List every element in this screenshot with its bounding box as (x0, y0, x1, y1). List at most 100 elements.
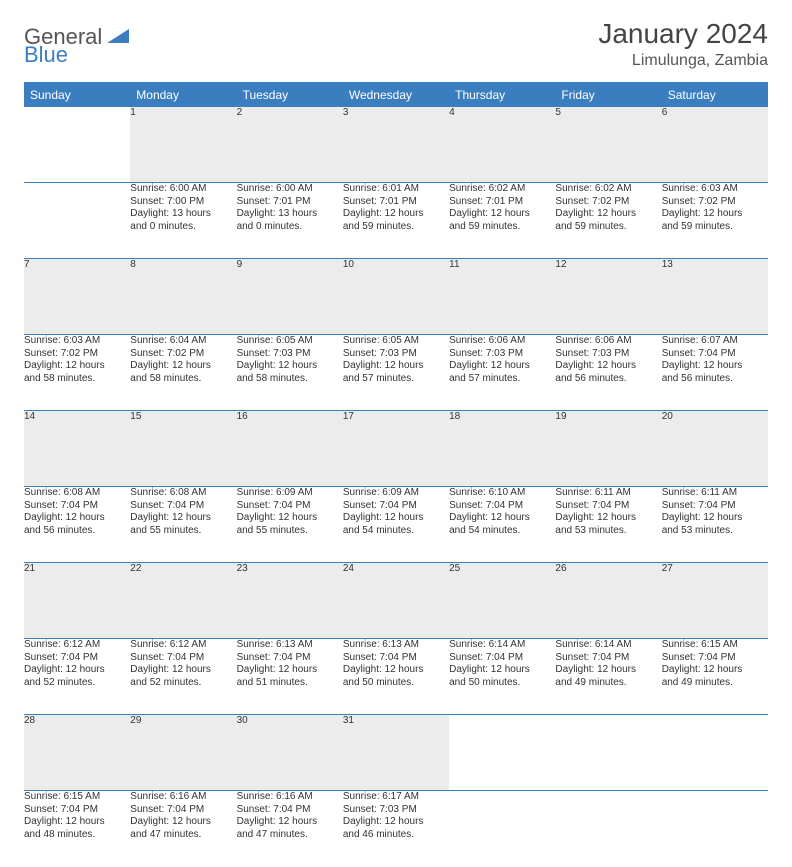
sun-data-line: Sunrise: 6:16 AM (237, 791, 343, 804)
day-content-row: Sunrise: 6:15 AMSunset: 7:04 PMDaylight:… (24, 791, 768, 867)
sun-data-line: Daylight: 12 hours (449, 208, 555, 221)
day-number-row: 28293031 (24, 715, 768, 791)
sun-data-line: Daylight: 12 hours (130, 816, 236, 829)
sun-data-line: and 53 minutes. (662, 525, 768, 538)
sun-data-line: Sunrise: 6:11 AM (555, 487, 661, 500)
sun-data-line: Sunrise: 6:13 AM (343, 639, 449, 652)
day-number-cell: 1 (130, 107, 236, 183)
day-number-cell: 11 (449, 259, 555, 335)
day-content-cell: Sunrise: 6:01 AMSunset: 7:01 PMDaylight:… (343, 183, 449, 259)
sun-data-line: and 55 minutes. (130, 525, 236, 538)
sun-data-line: Daylight: 12 hours (343, 816, 449, 829)
sun-data-line: Sunset: 7:04 PM (237, 804, 343, 817)
day-number-cell: 31 (343, 715, 449, 791)
sun-data-line: Daylight: 12 hours (555, 360, 661, 373)
page-header: General January 2024 Limulunga, Zambia (24, 18, 768, 70)
day-number-cell: 9 (237, 259, 343, 335)
sun-data-line: Sunrise: 6:09 AM (343, 487, 449, 500)
sun-data-line: Sunrise: 6:11 AM (662, 487, 768, 500)
sun-data-line: Daylight: 12 hours (343, 512, 449, 525)
sun-data-line: Daylight: 12 hours (343, 664, 449, 677)
sun-data-line: Sunset: 7:01 PM (343, 196, 449, 209)
sun-data-line: and 47 minutes. (130, 829, 236, 842)
sun-data-line: and 59 minutes. (449, 221, 555, 234)
day-number-cell (449, 715, 555, 791)
sun-data-line: and 55 minutes. (237, 525, 343, 538)
sun-data-line: Sunset: 7:02 PM (130, 348, 236, 361)
day-content-cell: Sunrise: 6:02 AMSunset: 7:02 PMDaylight:… (555, 183, 661, 259)
sun-data-line: and 59 minutes. (555, 221, 661, 234)
sun-data-line: and 59 minutes. (343, 221, 449, 234)
day-number-cell: 23 (237, 563, 343, 639)
sun-data-line: Daylight: 12 hours (662, 208, 768, 221)
day-content-cell (24, 183, 130, 259)
day-number-cell: 8 (130, 259, 236, 335)
day-header: Thursday (449, 83, 555, 107)
day-number-cell: 20 (662, 411, 768, 487)
sun-data-line: Sunrise: 6:05 AM (343, 335, 449, 348)
sun-data-line: Sunrise: 6:12 AM (130, 639, 236, 652)
sun-data-line: Sunset: 7:04 PM (130, 804, 236, 817)
day-content-cell: Sunrise: 6:13 AMSunset: 7:04 PMDaylight:… (237, 639, 343, 715)
day-number-cell: 28 (24, 715, 130, 791)
day-header-row: Sunday Monday Tuesday Wednesday Thursday… (24, 83, 768, 107)
day-number-cell: 29 (130, 715, 236, 791)
sun-data-line: Daylight: 12 hours (237, 360, 343, 373)
sun-data-line: Daylight: 13 hours (130, 208, 236, 221)
sun-data-line: Sunset: 7:02 PM (555, 196, 661, 209)
day-number-cell: 16 (237, 411, 343, 487)
day-content-cell: Sunrise: 6:16 AMSunset: 7:04 PMDaylight:… (130, 791, 236, 867)
calendar-head: Sunday Monday Tuesday Wednesday Thursday… (24, 83, 768, 107)
sun-data-line: Daylight: 12 hours (343, 208, 449, 221)
sun-data-line: Sunset: 7:02 PM (24, 348, 130, 361)
day-content-cell: Sunrise: 6:11 AMSunset: 7:04 PMDaylight:… (555, 487, 661, 563)
day-number-cell: 19 (555, 411, 661, 487)
sun-data-line: Daylight: 12 hours (237, 512, 343, 525)
sun-data-line: Sunset: 7:04 PM (24, 500, 130, 513)
sun-data-line: Sunset: 7:04 PM (237, 500, 343, 513)
sun-data-line: Sunset: 7:04 PM (343, 500, 449, 513)
day-content-cell: Sunrise: 6:14 AMSunset: 7:04 PMDaylight:… (449, 639, 555, 715)
day-number-cell (24, 107, 130, 183)
sun-data-line: Sunset: 7:04 PM (662, 500, 768, 513)
day-number-cell (662, 715, 768, 791)
sun-data-line: Sunrise: 6:02 AM (449, 183, 555, 196)
sun-data-line: Sunrise: 6:01 AM (343, 183, 449, 196)
day-content-row: Sunrise: 6:12 AMSunset: 7:04 PMDaylight:… (24, 639, 768, 715)
day-header: Sunday (24, 83, 130, 107)
day-number-cell: 13 (662, 259, 768, 335)
day-number-cell: 4 (449, 107, 555, 183)
day-number-cell: 22 (130, 563, 236, 639)
sun-data-line: and 50 minutes. (449, 677, 555, 690)
sun-data-line: Daylight: 12 hours (130, 664, 236, 677)
sun-data-line: and 56 minutes. (662, 373, 768, 386)
sun-data-line: Sunset: 7:02 PM (662, 196, 768, 209)
sun-data-line: Sunrise: 6:15 AM (24, 791, 130, 804)
sun-data-line: Sunset: 7:04 PM (130, 652, 236, 665)
day-header: Saturday (662, 83, 768, 107)
sun-data-line: and 54 minutes. (449, 525, 555, 538)
sun-data-line: Sunrise: 6:08 AM (24, 487, 130, 500)
sun-data-line: and 52 minutes. (130, 677, 236, 690)
day-number-cell: 5 (555, 107, 661, 183)
sun-data-line: and 0 minutes. (237, 221, 343, 234)
day-number-cell: 30 (237, 715, 343, 791)
day-number-cell: 25 (449, 563, 555, 639)
sun-data-line: Daylight: 12 hours (237, 816, 343, 829)
day-header: Wednesday (343, 83, 449, 107)
day-number-cell: 26 (555, 563, 661, 639)
sun-data-line: Daylight: 12 hours (24, 664, 130, 677)
sun-data-line: Sunset: 7:04 PM (237, 652, 343, 665)
sun-data-line: and 52 minutes. (24, 677, 130, 690)
sun-data-line: Sunrise: 6:00 AM (130, 183, 236, 196)
sun-data-line: and 57 minutes. (449, 373, 555, 386)
sun-data-line: Daylight: 12 hours (662, 360, 768, 373)
day-number-cell: 2 (237, 107, 343, 183)
sun-data-line: Daylight: 12 hours (449, 512, 555, 525)
sun-data-line: Sunrise: 6:02 AM (555, 183, 661, 196)
day-content-cell: Sunrise: 6:15 AMSunset: 7:04 PMDaylight:… (24, 791, 130, 867)
sun-data-line: and 48 minutes. (24, 829, 130, 842)
sun-data-line: Sunset: 7:04 PM (343, 652, 449, 665)
day-number-cell: 21 (24, 563, 130, 639)
day-number-cell: 7 (24, 259, 130, 335)
